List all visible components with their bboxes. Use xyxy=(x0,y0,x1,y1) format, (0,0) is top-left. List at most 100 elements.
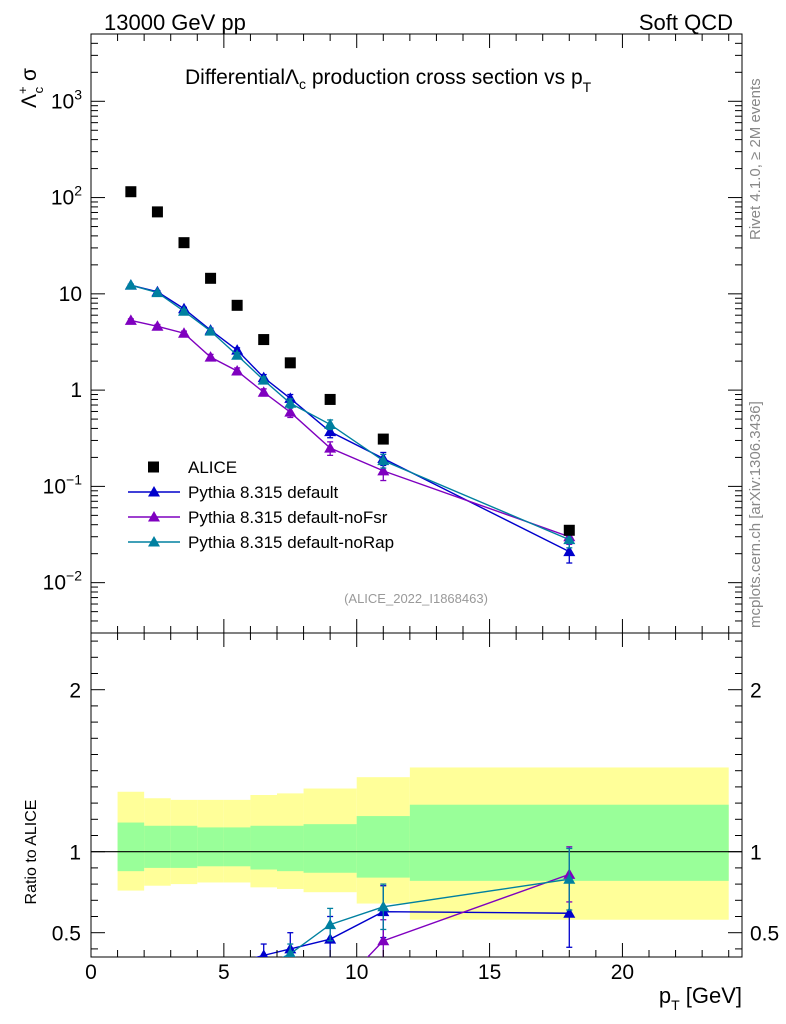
legend-marker-alice xyxy=(148,461,159,473)
ratio-y-tick-label: 1 xyxy=(69,842,81,865)
xlabel-unit: [GeV] xyxy=(680,983,742,1008)
header-energy-label: 13000 GeV pp xyxy=(104,10,246,35)
main-y-tick-label: 10−2 xyxy=(43,568,83,595)
data-point-noRap xyxy=(284,397,297,408)
ratio-y-tick-label-right: 0.5 xyxy=(750,923,779,946)
data-point-noRap xyxy=(377,454,390,466)
x-tick-label: 0 xyxy=(85,961,97,984)
main-plot-title: DifferentialΛc production cross section … xyxy=(185,66,592,95)
xlabel-p: p xyxy=(659,983,671,1008)
band-inner xyxy=(356,816,410,878)
main-y-tick-label: 10−1 xyxy=(43,471,83,498)
main-y-tick-label: 103 xyxy=(51,86,82,113)
ratio-plot-area xyxy=(91,767,742,957)
data-point-alice xyxy=(205,272,217,284)
ratio-point-default xyxy=(259,949,269,957)
data-point-alice xyxy=(377,433,389,445)
ylabel-rest: σ xyxy=(18,68,41,87)
legend-marker xyxy=(148,511,160,522)
ratio-point-noRap xyxy=(377,900,390,912)
data-point-default xyxy=(324,425,337,437)
legend-label: Pythia 8.315 default-noRap xyxy=(188,533,394,552)
legend-label: Pythia 8.315 default-noFsr xyxy=(188,508,388,527)
series-line-noRap xyxy=(130,284,570,541)
band-inner xyxy=(117,822,145,872)
ratio-series-noRap xyxy=(282,847,576,957)
ratio-point-noRap xyxy=(324,918,337,930)
data-point-noFsr xyxy=(178,327,190,338)
title-symbol: Λ xyxy=(285,66,299,89)
main-plot-area xyxy=(124,186,576,564)
data-point-noRap xyxy=(151,286,164,298)
mcplots-reference-label: mcplots.cern.ch [arXiv:1306.3436] xyxy=(747,401,764,628)
title-symbol-sub: c xyxy=(299,76,306,92)
data-point-default xyxy=(563,545,576,557)
data-point-noRap xyxy=(324,418,337,429)
data-point-noRap xyxy=(257,374,270,385)
ratio-panel: 0.5 0.51 12 20 5 10 15 20 xyxy=(52,632,779,984)
main-y-tick-label: 1 xyxy=(70,379,82,402)
data-point-noFsr xyxy=(124,314,137,325)
band-inner xyxy=(250,825,277,870)
ratio-y-axis-label: Ratio to ALICE xyxy=(23,800,40,905)
tick-base: 10 xyxy=(43,572,66,595)
tick-exponent: −2 xyxy=(66,568,82,584)
ratio-point-noRap xyxy=(285,947,296,957)
tick-exponent: −1 xyxy=(66,471,82,487)
band-inner xyxy=(144,825,171,868)
series-line-default xyxy=(130,284,570,553)
legend-marker xyxy=(148,486,160,497)
rivet-version-label: Rivet 4.1.0, ≥ 2M events xyxy=(747,78,764,240)
data-point-noFsr xyxy=(231,364,244,376)
tick-base: 10 xyxy=(51,90,74,113)
legend-label: Pythia 8.315 default xyxy=(188,483,339,502)
analysis-watermark: (ALICE_2022_I1868463) xyxy=(344,591,488,606)
legend: ALICE Pythia 8.315 default Pythia 8.315 de… xyxy=(128,458,394,552)
tick-base: 10 xyxy=(43,475,66,498)
data-point-alice xyxy=(284,357,296,369)
band-inner xyxy=(303,824,357,873)
ratio-y-tick-label: 0.5 xyxy=(52,923,81,946)
x-axis-label: pT [GeV] xyxy=(659,983,742,1013)
title-middle: production cross section vs p xyxy=(306,66,583,89)
data-point-noFsr xyxy=(284,406,297,417)
x-tick-label: 5 xyxy=(218,961,230,984)
band-inner xyxy=(223,827,251,867)
data-point-noRap xyxy=(231,349,244,360)
data-point-noRap xyxy=(204,325,217,336)
band-inner xyxy=(277,825,304,872)
data-point-alice xyxy=(151,206,163,218)
data-point-noRap xyxy=(178,305,190,316)
data-point-alice xyxy=(231,299,243,311)
main-y-axis-label: Λ+c σ xyxy=(15,68,46,108)
data-point-noRap xyxy=(563,533,576,545)
ratio-point-noRap xyxy=(563,873,576,884)
title-prefix: Differential xyxy=(185,66,285,89)
data-point-alice xyxy=(563,524,575,536)
legend-marker xyxy=(148,536,160,547)
data-point-alice xyxy=(178,237,190,249)
main-y-tick-label: 102 xyxy=(51,183,82,210)
data-point-alice xyxy=(258,334,270,346)
header-process-label: Soft QCD xyxy=(639,10,733,35)
data-point-alice xyxy=(125,186,137,198)
series-noRap xyxy=(124,279,576,549)
data-point-noFsr xyxy=(204,351,217,362)
data-point-noFsr xyxy=(151,320,164,331)
ratio-frame xyxy=(90,632,743,958)
data-point-alice xyxy=(324,393,336,405)
ratio-point-noFsr xyxy=(377,934,390,946)
x-tick-label: 20 xyxy=(611,961,634,984)
ylabel-sup: + xyxy=(15,86,30,94)
ylabel-symbol: Λ xyxy=(18,94,41,108)
data-point-noFsr xyxy=(324,442,337,453)
ratio-point-default xyxy=(563,907,576,918)
band-inner xyxy=(197,827,224,867)
x-tick-label: 15 xyxy=(478,961,501,984)
data-point-noFsr xyxy=(257,386,270,397)
xlabel-sub: T xyxy=(671,997,680,1013)
main-y-tick-label: 10 xyxy=(59,283,82,306)
series-line-noFsr xyxy=(130,319,570,538)
tick-base: 10 xyxy=(51,187,74,210)
